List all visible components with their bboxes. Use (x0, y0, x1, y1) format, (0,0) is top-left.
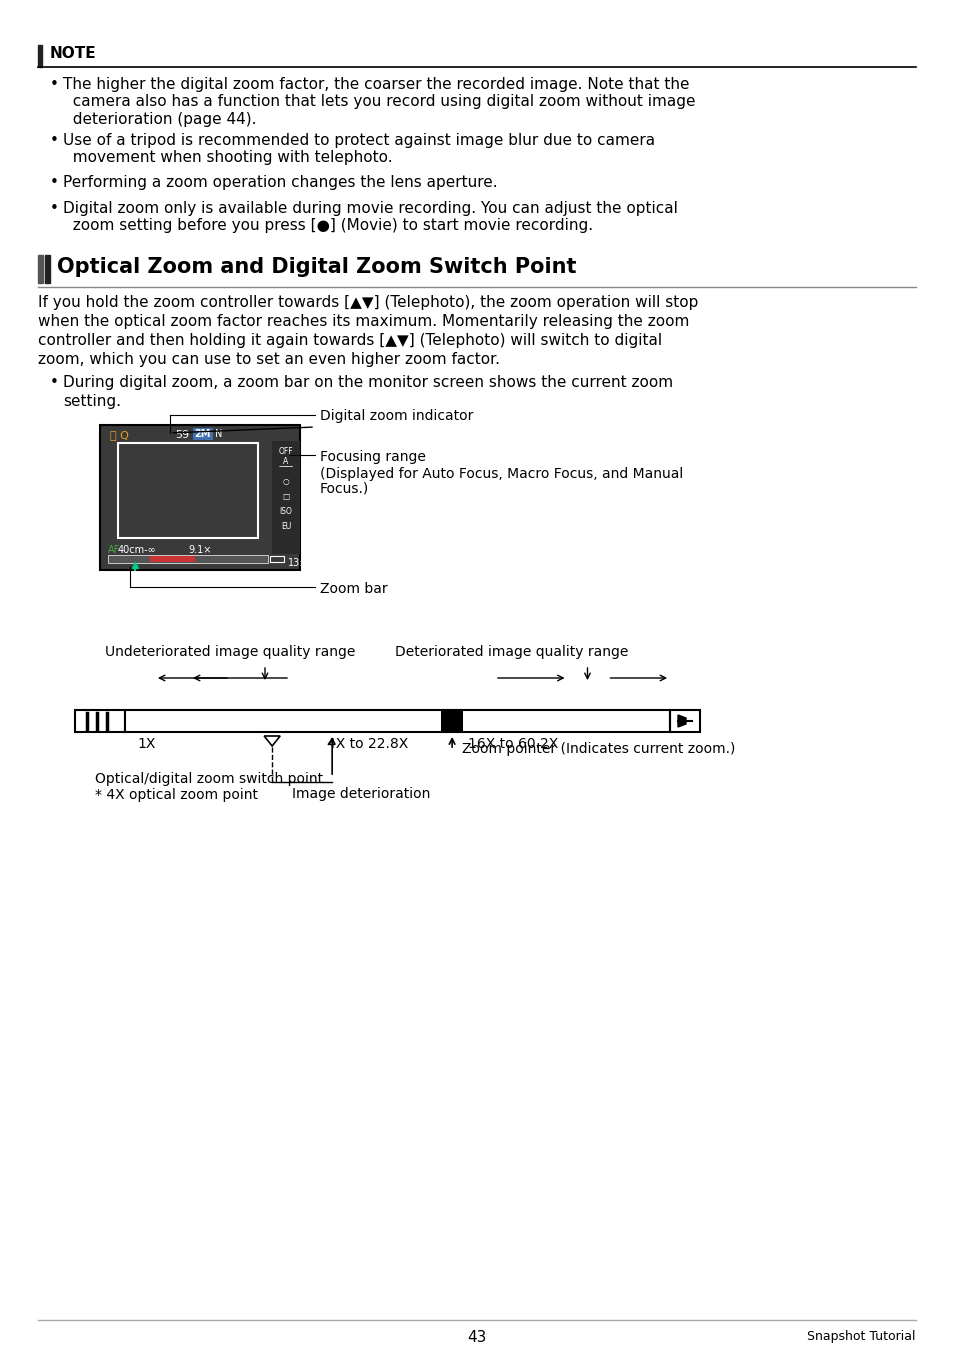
Text: ISO: ISO (279, 508, 293, 516)
Text: Use of a tripod is recommended to protect against image blur due to camera
  mov: Use of a tripod is recommended to protec… (63, 133, 655, 166)
Bar (440, 710, 462, 731)
Bar (669, 710, 700, 731)
Text: During digital zoom, a zoom bar on the monitor screen shows the current zoom: During digital zoom, a zoom bar on the m… (63, 375, 673, 389)
Text: NOTE: NOTE (50, 46, 96, 61)
Text: Deteriorated image quality range: Deteriorated image quality range (395, 645, 628, 660)
Text: 9.1×: 9.1× (188, 546, 212, 555)
Text: 13:53: 13:53 (288, 558, 315, 569)
Bar (193, 427, 213, 440)
Text: •: • (50, 133, 59, 148)
Text: Focusing range: Focusing range (319, 451, 425, 464)
Bar (270, 556, 284, 562)
Text: ⛹︎ Q: ⛹︎ Q (110, 430, 129, 440)
Text: Optical Zoom and Digital Zoom Switch Point: Optical Zoom and Digital Zoom Switch Poi… (57, 256, 576, 277)
Text: zoom, which you can use to set an even higher zoom factor.: zoom, which you can use to set an even h… (38, 351, 499, 366)
Text: 16X to 60.2X: 16X to 60.2X (468, 737, 558, 750)
Text: OFF
A: OFF A (278, 446, 293, 467)
Bar (75, 710, 125, 731)
Text: 59: 59 (174, 430, 189, 440)
Text: 43: 43 (467, 1330, 486, 1345)
Text: The higher the digital zoom factor, the coarser the recorded image. Note that th: The higher the digital zoom factor, the … (63, 77, 695, 126)
Text: □: □ (282, 493, 290, 501)
Bar (45, 255, 50, 284)
Text: 4X to 22.8X: 4X to 22.8X (326, 737, 408, 750)
Text: Image deterioration: Image deterioration (292, 787, 430, 801)
Bar (38, 255, 43, 284)
Bar (100, 425, 299, 570)
Bar (125, 710, 669, 731)
Text: 40cm-∞: 40cm-∞ (118, 546, 156, 555)
Text: ○: ○ (282, 478, 289, 486)
Bar (118, 442, 257, 537)
Bar (272, 441, 299, 554)
Text: (Displayed for Auto Focus, Macro Focus, and Manual: (Displayed for Auto Focus, Macro Focus, … (319, 467, 682, 480)
Text: 2M: 2M (193, 429, 211, 440)
Polygon shape (264, 735, 280, 746)
Text: setting.: setting. (63, 394, 121, 408)
Text: Focus.): Focus.) (319, 482, 369, 497)
Text: •: • (50, 375, 59, 389)
Text: Digital zoom only is available during movie recording. You can adjust the optica: Digital zoom only is available during mo… (63, 201, 678, 233)
Text: Optical/digital zoom switch point
* 4X optical zoom point: Optical/digital zoom switch point * 4X o… (95, 772, 323, 802)
Text: controller and then holding it again towards [▲▼] (Telephoto) will switch to dig: controller and then holding it again tow… (38, 332, 661, 347)
Text: •: • (50, 201, 59, 216)
Bar (38, 45, 42, 66)
Text: EU: EU (280, 522, 291, 531)
Text: •: • (50, 77, 59, 92)
Text: AF: AF (108, 546, 120, 555)
Text: Zoom pointer (Indicates current zoom.): Zoom pointer (Indicates current zoom.) (461, 742, 735, 756)
Text: Performing a zoom operation changes the lens aperture.: Performing a zoom operation changes the … (63, 175, 497, 190)
Text: Snapshot Tutorial: Snapshot Tutorial (806, 1330, 915, 1343)
Text: 1X: 1X (137, 737, 155, 750)
Text: If you hold the zoom controller towards [▲▼] (Telephoto), the zoom operation wil: If you hold the zoom controller towards … (38, 294, 698, 309)
Bar (150, 556, 194, 562)
Text: Undeteriorated image quality range: Undeteriorated image quality range (105, 645, 355, 660)
Text: when the optical zoom factor reaches its maximum. Momentarily releasing the zoom: when the optical zoom factor reaches its… (38, 313, 689, 328)
Text: N: N (214, 429, 222, 440)
Bar (108, 555, 268, 563)
Text: Digital zoom indicator: Digital zoom indicator (319, 408, 473, 423)
Polygon shape (678, 715, 685, 727)
Text: •: • (50, 175, 59, 190)
Text: Zoom bar: Zoom bar (319, 582, 387, 596)
Text: ——: —— (278, 461, 294, 471)
